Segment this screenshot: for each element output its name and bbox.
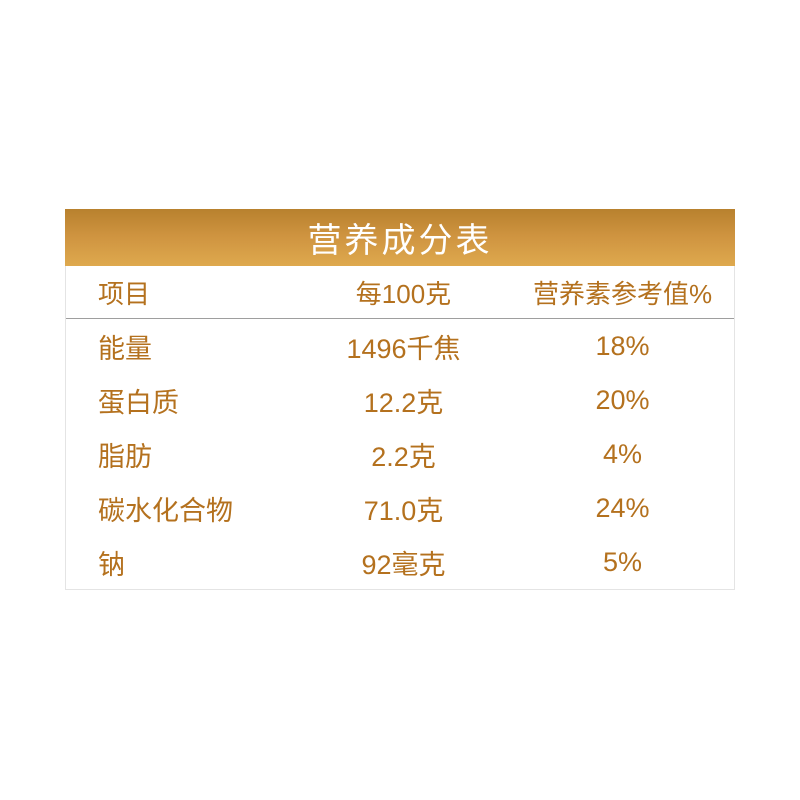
table-row-energy: 能量 1496千焦 18% [66,319,734,373]
row-nrv-value: 24% [595,492,650,523]
row-nrv-value: 18% [595,330,650,361]
row-per-100g-value: 12.2克 [363,387,444,418]
row-item-label: 能量 [98,333,152,364]
table-header-row: 项目 每100克 营养素参考值% [66,266,734,319]
row-item-label: 蛋白质 [98,387,179,418]
table-row-carbohydrate: 碳水化合物 71.0克 24% [66,481,734,535]
row-per-100g-value: 2.2克 [371,441,436,472]
row-per-100g-value: 71.0克 [363,495,444,526]
row-item-label: 脂肪 [98,441,152,472]
nutrition-table-banner: 营养成分表 [65,209,735,266]
row-nrv-value: 5% [602,546,643,577]
nutrition-table-title: 营养成分表 [307,222,493,260]
row-per-100g-value: 1496千焦 [346,333,461,364]
row-item-label: 钠 [98,549,125,580]
table-row-protein: 蛋白质 12.2克 20% [66,373,734,427]
row-item-label: 碳水化合物 [98,495,233,526]
row-per-100g-value: 92毫克 [361,549,446,580]
column-header-item: 项目 [98,278,151,309]
column-header-nrv: 营养素参考值% [532,278,713,309]
nutrition-facts-panel: 营养成分表 项目 每100克 营养素参考值% 能量 1496千焦 18% 蛋白质… [65,209,735,590]
nutrition-table: 项目 每100克 营养素参考值% 能量 1496千焦 18% 蛋白质 12.2克… [65,266,735,590]
row-nrv-value: 4% [602,438,643,469]
row-nrv-value: 20% [595,384,650,415]
column-header-per-100g: 每100克 [355,278,452,309]
table-row-sodium: 钠 92毫克 5% [66,535,734,589]
table-row-fat: 脂肪 2.2克 4% [66,427,734,481]
